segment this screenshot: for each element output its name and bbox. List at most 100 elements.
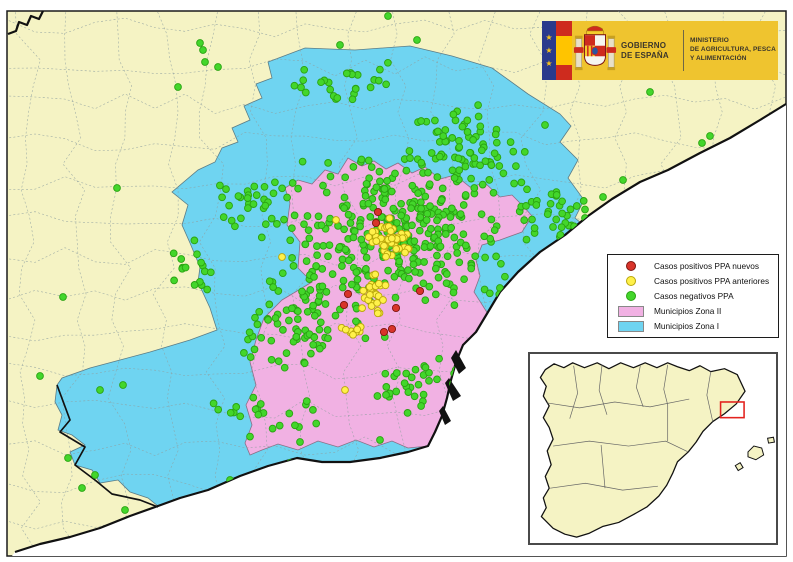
green-case-dot bbox=[467, 174, 475, 183]
green-case-dot bbox=[310, 333, 319, 342]
green-case-dot bbox=[420, 258, 428, 266]
green-case-dot bbox=[442, 270, 451, 278]
green-case-dot bbox=[463, 116, 472, 125]
green-case-dot bbox=[406, 154, 414, 162]
green-case-dot bbox=[324, 252, 332, 261]
yellow-case-dot bbox=[387, 234, 396, 243]
green-case-dot bbox=[245, 328, 254, 337]
green-case-dot bbox=[425, 368, 433, 377]
green-case-dot bbox=[421, 192, 430, 201]
municipality-line bbox=[7, 93, 786, 114]
legend-item: Municipios Zona I bbox=[614, 320, 776, 332]
green-case-dot bbox=[467, 264, 476, 273]
green-case-dot bbox=[407, 373, 416, 382]
green-case-dot bbox=[431, 290, 440, 299]
eu-star-icon: ★ bbox=[545, 32, 553, 42]
inset-region-borders bbox=[547, 364, 714, 491]
green-case-dot bbox=[414, 380, 423, 389]
green-case-dot bbox=[485, 176, 494, 184]
green-case-dot bbox=[579, 197, 588, 205]
green-case-dot bbox=[449, 288, 458, 297]
green-case-dot bbox=[236, 412, 245, 421]
green-case-dot bbox=[293, 315, 302, 323]
green-case-dot bbox=[397, 211, 406, 220]
green-case-dot bbox=[253, 320, 262, 329]
green-case-dot bbox=[296, 438, 304, 446]
green-case-dot bbox=[361, 334, 370, 343]
green-case-dot bbox=[425, 282, 434, 291]
green-case-dot bbox=[435, 152, 444, 161]
green-case-dot bbox=[278, 269, 287, 278]
green-case-dot bbox=[267, 214, 276, 223]
green-case-dot bbox=[599, 193, 607, 201]
green-case-dot bbox=[275, 421, 284, 430]
green-case-dot bbox=[411, 365, 420, 374]
green-case-dot bbox=[316, 318, 325, 327]
green-case-dot bbox=[448, 134, 457, 142]
green-case-dot bbox=[121, 506, 129, 514]
green-case-dot bbox=[387, 187, 396, 196]
green-case-dot bbox=[285, 316, 293, 325]
green-case-dot bbox=[231, 222, 239, 231]
green-case-dot bbox=[321, 300, 330, 308]
green-case-dot bbox=[381, 195, 390, 204]
eu-flag-bar: ★ ★ ★ bbox=[542, 21, 556, 80]
yellow-case-dot bbox=[366, 290, 374, 299]
green-case-dot bbox=[391, 293, 400, 302]
red-legend-dot-icon bbox=[626, 260, 636, 271]
green-case-dot bbox=[522, 202, 530, 210]
green-case-dot bbox=[193, 250, 201, 259]
green-case-dot bbox=[196, 39, 204, 47]
green-case-dot bbox=[470, 184, 479, 192]
red-case-dot bbox=[343, 289, 353, 299]
green-case-dot bbox=[443, 252, 452, 261]
green-case-dot bbox=[282, 349, 291, 357]
green-case-dot bbox=[323, 326, 332, 334]
legend-item-label: Casos positivos PPA nuevos bbox=[654, 260, 759, 271]
green-case-dot bbox=[698, 139, 706, 147]
green-case-dot bbox=[441, 230, 450, 238]
green-case-dot bbox=[333, 94, 342, 102]
green-case-dot bbox=[426, 242, 435, 250]
green-case-dot bbox=[426, 202, 434, 210]
yellow-case-dot bbox=[386, 227, 395, 236]
green-case-dot bbox=[309, 340, 318, 349]
green-case-dot bbox=[255, 307, 264, 316]
green-case-dot bbox=[419, 279, 428, 288]
green-case-dot bbox=[382, 391, 390, 399]
municipality-line bbox=[7, 322, 786, 342]
green-case-dot bbox=[425, 376, 433, 385]
green-case-dot bbox=[314, 212, 323, 221]
green-case-dot bbox=[408, 221, 416, 230]
green-case-dot bbox=[265, 277, 274, 286]
green-case-dot bbox=[301, 88, 310, 97]
municipality-line bbox=[61, 11, 87, 555]
green-case-dot bbox=[405, 274, 413, 283]
yellow-case-dot bbox=[353, 325, 362, 334]
green-case-dot bbox=[383, 176, 391, 185]
flag-yellow-band bbox=[556, 35, 572, 66]
green-case-dot bbox=[552, 215, 561, 224]
green-case-dot bbox=[480, 232, 489, 241]
green-case-dot bbox=[335, 243, 344, 251]
green-case-dot bbox=[425, 180, 434, 189]
green-case-dot bbox=[292, 332, 301, 341]
green-case-dot bbox=[413, 36, 421, 44]
green-case-dot bbox=[244, 204, 252, 212]
green-case-dot bbox=[170, 276, 178, 285]
green-case-dot bbox=[271, 178, 279, 187]
green-case-dot bbox=[438, 184, 447, 193]
green-case-dot bbox=[303, 307, 312, 316]
french-border-line bbox=[7, 10, 44, 36]
green-case-dot bbox=[342, 69, 351, 78]
green-case-dot bbox=[352, 317, 360, 326]
green-case-dot bbox=[581, 205, 589, 214]
yellow-legend-dot-icon bbox=[626, 275, 636, 286]
green-case-dot bbox=[344, 256, 353, 265]
green-case-dot bbox=[288, 179, 297, 187]
green-case-dot bbox=[400, 379, 409, 388]
flag-red-band bbox=[556, 21, 572, 36]
green-case-dot bbox=[250, 345, 259, 354]
green-case-dot bbox=[251, 313, 259, 322]
green-case-dot bbox=[174, 83, 182, 91]
